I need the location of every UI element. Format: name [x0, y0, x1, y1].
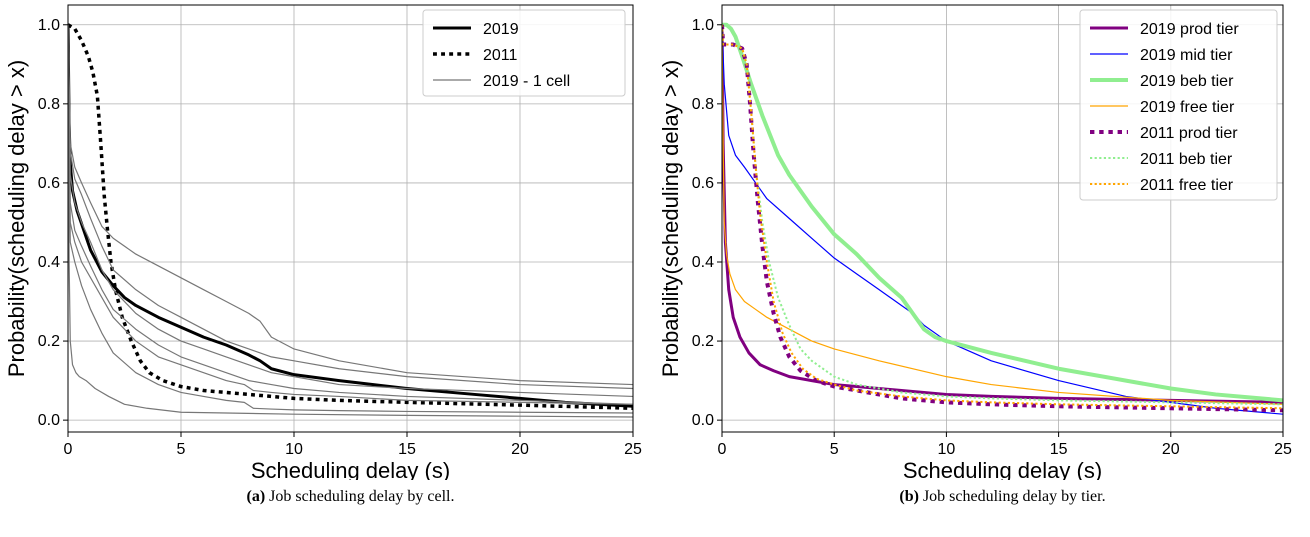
- x-tick-label: 5: [177, 441, 186, 458]
- series-line-2019-free-tier: [722, 24, 1283, 405]
- series-line-cell-5: [68, 24, 633, 405]
- y-tick-label: 0.6: [692, 175, 714, 192]
- caption-a-text: Job scheduling delay by cell.: [269, 488, 455, 505]
- legend-label: 2019 mid tier: [1140, 47, 1233, 64]
- y-tick-label: 1.0: [38, 17, 60, 34]
- legend-label: 2011 free tier: [1140, 177, 1234, 194]
- y-tick-label: 0.2: [692, 333, 714, 350]
- legend-label: 2011 beb tier: [1140, 151, 1233, 168]
- x-tick-label: 20: [1162, 441, 1180, 458]
- x-tick-label: 0: [718, 441, 727, 458]
- series-group: [68, 23, 633, 418]
- x-tick-label: 15: [398, 441, 416, 458]
- plot-frame: [721, 4, 1284, 433]
- series-group: [722, 22, 1283, 415]
- y-tick-label: 0.6: [38, 175, 60, 192]
- series-line-cell-6: [68, 24, 633, 405]
- x-tick-label: 25: [1274, 441, 1292, 458]
- legend: 2019 prod tier 2019 mid tier 2019 beb tier…: [1079, 9, 1278, 201]
- series-line-2019-mid-tier: [722, 24, 1283, 415]
- y-axis-label: Probability(scheduling delay > x): [658, 60, 683, 377]
- caption-b-text: Job scheduling delay by tier.: [922, 488, 1106, 505]
- legend-label: 2019: [483, 21, 519, 38]
- x-tick-label: 5: [830, 441, 839, 458]
- series-line-cell-3: [68, 24, 633, 390]
- x-axis-label: Scheduling delay (s): [903, 458, 1102, 480]
- x-axis-label: Scheduling delay (s): [251, 458, 450, 480]
- x-tick-label: 15: [1050, 441, 1068, 458]
- x-tick-label: 0: [64, 441, 73, 458]
- series-line-cell-8: [68, 24, 633, 418]
- y-tick-label: 0.0: [38, 412, 60, 429]
- legend-label: 2011 prod tier: [1140, 125, 1238, 142]
- series-line-2019-prod-tier: [722, 24, 1283, 404]
- series-line-cell-7: [68, 24, 633, 414]
- series-line-2011-free-tier: [722, 24, 1283, 410]
- series-line-2019---1-cell: [68, 24, 633, 386]
- legend-box: [1079, 9, 1278, 201]
- y-tick-label: 0.0: [692, 412, 714, 429]
- caption-a: (a) Job scheduling delay by cell.: [68, 488, 633, 506]
- figure-canvas: 0 5 10 15 20 25 0.0 0.2 0.4 0.6 0.8 1.0 Scheduling d…: [4, 4, 1292, 480]
- chart-b: 0 5 10 15 20 25 0.0 0.2 0.4 0.6 0.8 1.0 Scheduling d…: [658, 4, 1292, 480]
- y-tick-label: 1.0: [692, 17, 714, 34]
- legend-label: 2019 - 1 cell: [483, 73, 570, 90]
- x-tick-label: 25: [624, 441, 642, 458]
- legend-label: 2019 beb tier: [1140, 73, 1234, 90]
- x-tick-label: 20: [511, 441, 529, 458]
- series-line-2019-beb-tier: [722, 22, 1283, 403]
- caption-b: (b) Job scheduling delay by tier.: [722, 488, 1283, 506]
- y-axis-label: Probability(scheduling delay > x): [4, 60, 29, 377]
- legend-label: 2019 free tier: [1140, 99, 1235, 116]
- y-tick-label: 0.4: [38, 254, 60, 271]
- y-tick-label: 0.4: [692, 254, 714, 271]
- caption-b-tag: (b): [899, 488, 919, 505]
- caption-a-tag: (a): [246, 488, 266, 505]
- series-line-cell-4: [68, 24, 633, 398]
- legend-label: 2019 prod tier: [1140, 21, 1239, 38]
- x-tick-label: 10: [938, 441, 956, 458]
- y-tick-label: 0.8: [38, 96, 60, 113]
- chart-a: 0 5 10 15 20 25 0.0 0.2 0.4 0.6 0.8 1.0 Scheduling d…: [4, 4, 642, 480]
- x-tick-label: 10: [285, 441, 303, 458]
- plot-frame: [67, 4, 634, 433]
- y-tick-label: 0.8: [692, 96, 714, 113]
- series-line-2011: [68, 23, 633, 411]
- legend-box: [422, 9, 626, 97]
- y-tick-label: 0.2: [38, 333, 60, 350]
- legend: 2019 2011 2019 - 1 cell: [422, 9, 626, 97]
- legend-label: 2011: [483, 47, 518, 64]
